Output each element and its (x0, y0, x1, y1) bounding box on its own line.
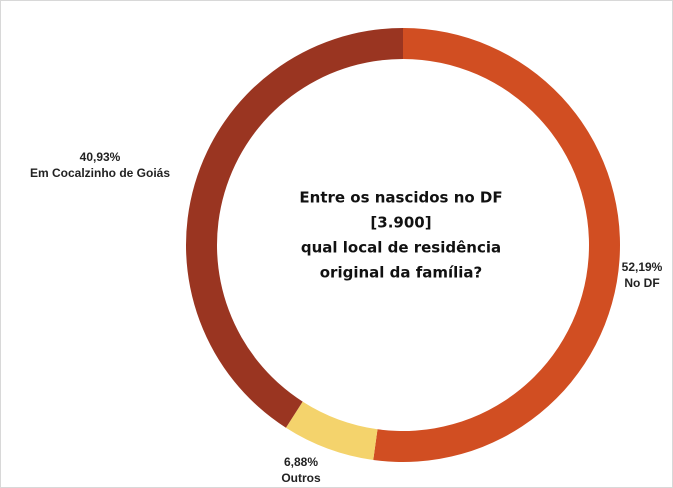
donut-segment (285, 401, 378, 460)
center-title: qual local de residência (301, 239, 501, 257)
category-label: Outros (281, 471, 321, 485)
donut-segment (373, 28, 621, 462)
data-label: 6,88% (284, 455, 318, 469)
category-label: Em Cocalzinho de Goiás (30, 166, 170, 180)
data-label: 40,93% (80, 150, 121, 164)
donut-segment (186, 28, 403, 428)
center-title: original da família? (320, 264, 483, 282)
center-title: [3.900] (370, 214, 431, 232)
category-label: No DF (624, 276, 659, 290)
data-label: 52,19% (622, 260, 663, 274)
center-title: Entre os nascidos no DF (299, 189, 502, 207)
